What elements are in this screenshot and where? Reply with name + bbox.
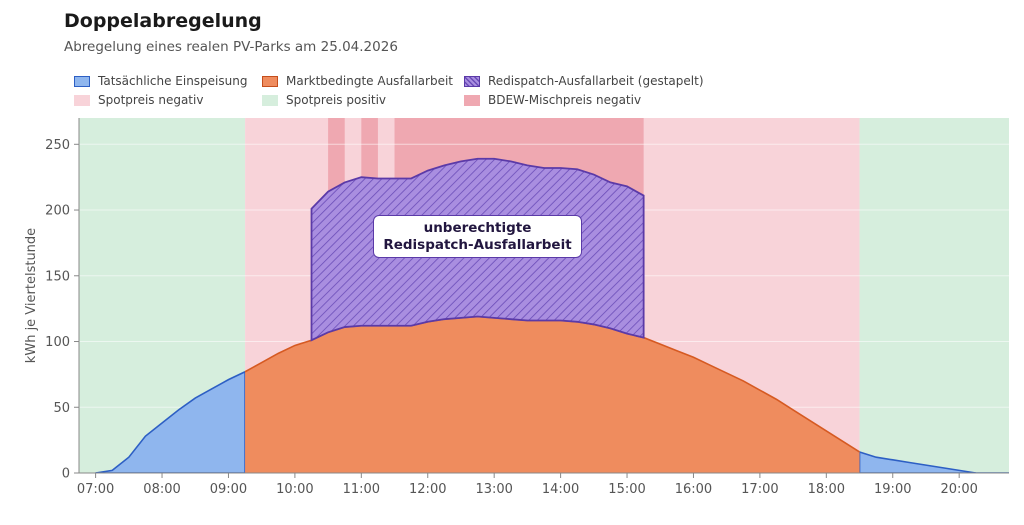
x-tick-label-8: 15:00 <box>608 482 645 497</box>
legend-label-markt: Marktbedingte Ausfallarbeit <box>286 74 454 88</box>
x-tick-label-11: 18:00 <box>808 482 845 497</box>
chart-subtitle: Abregelung eines realen PV-Parks am 25.0… <box>64 39 398 55</box>
einspeisung-evening-line <box>859 451 976 473</box>
legend-label-bdew: BDEW-Mischpreis negativ <box>488 93 642 107</box>
x-tick-label-4: 11:00 <box>343 482 380 497</box>
legend-item-bdew: BDEW-Mischpreis negativ <box>464 93 641 107</box>
legend-swatch-spot-negativ <box>74 94 90 106</box>
annotation-line-1: unberechtigte <box>423 220 532 236</box>
annotation-box: unberechtigte Redispatch-Ausfallarbeit <box>373 215 582 258</box>
x-tick-label-0: 07:00 <box>77 482 114 497</box>
y-tick-label-4: 200 <box>45 204 70 219</box>
x-tick-label-13: 20:00 <box>940 482 977 497</box>
markt-fill <box>245 316 860 473</box>
legend-swatch-markt <box>262 75 278 87</box>
x-tick-label-10: 17:00 <box>741 482 778 497</box>
x-tick-label-5: 12:00 <box>409 482 446 497</box>
y-axis-label: kWh je Viertelstunde <box>24 228 39 363</box>
legend-item-spot-negativ: Spotpreis negativ <box>74 93 203 107</box>
x-tick-label-6: 13:00 <box>475 482 512 497</box>
y-tick-label-3: 150 <box>45 269 70 284</box>
chart-title: Doppelabregelung <box>64 10 262 32</box>
x-tick-label-3: 10:00 <box>276 482 313 497</box>
y-tick-label-1: 50 <box>53 401 70 416</box>
legend-label-spot-negativ: Spotpreis negativ <box>98 93 204 107</box>
y-tick-label-5: 250 <box>45 138 70 153</box>
annotation-line-2: Redispatch-Ausfallarbeit <box>383 237 572 253</box>
x-tick-label-2: 09:00 <box>210 482 247 497</box>
x-tick-label-9: 16:00 <box>675 482 712 497</box>
band-5 <box>859 118 1009 473</box>
axes: 0 50 100 150 200 250 07:00 08:00 09:00 10:00 11:00… <box>24 118 1009 497</box>
legend-swatch-spot-positiv <box>262 94 278 106</box>
legend-item-spot-positiv: Spotpreis positiv <box>262 93 386 107</box>
legend-label-redispatch: Redispatch-Ausfallarbeit (gestapelt) <box>488 74 704 88</box>
einspeisung-evening-fill <box>859 451 976 473</box>
einspeisung-morning-fill <box>95 371 246 473</box>
x-tick-label-1: 08:00 <box>143 482 180 497</box>
y-tick-label-0: 0 <box>62 467 70 482</box>
legend-item-redispatch: Redispatch-Ausfallarbeit (gestapelt) <box>464 74 704 88</box>
legend-swatch-einspeisung <box>74 75 90 87</box>
x-tick-label-7: 14:00 <box>542 482 579 497</box>
legend-label-einspeisung: Tatsächliche Einspeisung <box>98 74 248 88</box>
legend-label-spot-positiv: Spotpreis positiv <box>286 93 387 107</box>
einspeisung-morning-line <box>95 371 246 473</box>
legend-swatch-redispatch <box>464 75 480 87</box>
legend-item-einspeisung: Tatsächliche Einspeisung <box>74 74 247 88</box>
x-tick-label-12: 19:00 <box>874 482 911 497</box>
y-tick-label-2: 100 <box>45 335 70 350</box>
legend-swatch-bdew <box>464 94 480 106</box>
legend-item-markt: Marktbedingte Ausfallarbeit <box>262 74 453 88</box>
